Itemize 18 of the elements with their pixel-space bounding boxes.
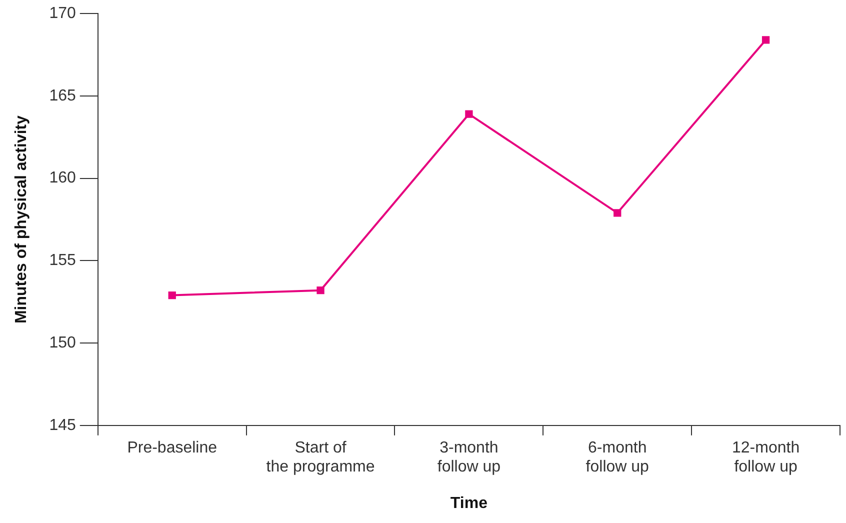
point	[614, 209, 622, 217]
point	[168, 291, 176, 300]
y-tick-label: 160	[49, 170, 76, 187]
point	[465, 110, 473, 118]
point	[316, 286, 324, 294]
x-tick-label: Pre-baseline	[127, 439, 218, 456]
x-tick-label: 12-month follow up	[732, 439, 800, 476]
point	[762, 36, 770, 44]
y-tick-label: 170	[49, 5, 76, 22]
y-axis-title: Minutes of physical activity	[13, 115, 30, 324]
x-tick-label: Start of the programme	[266, 439, 375, 476]
y-tick-label: 145	[49, 416, 76, 434]
x-tick-label: 3-month follow up	[437, 439, 501, 476]
x-tick-label: 6-month follow up	[586, 439, 650, 476]
y-tick-label: 150	[49, 334, 76, 352]
y-tick-label: 165	[49, 87, 76, 104]
x-axis-title: Time	[450, 494, 488, 512]
y-tick-label: 155	[49, 252, 76, 270]
